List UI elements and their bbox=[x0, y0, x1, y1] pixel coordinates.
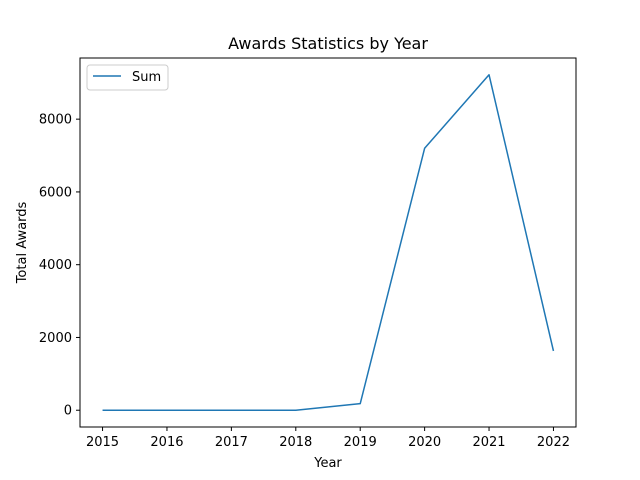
x-axis-ticks: 2015 2016 2017 2018 2019 2020 2021 2022 bbox=[86, 427, 570, 450]
legend-label-sum: Sum bbox=[132, 70, 161, 85]
plot-area bbox=[79, 57, 577, 428]
legend-box bbox=[86, 64, 169, 91]
y-axis-label: Total Awards bbox=[15, 201, 30, 284]
axes-frame bbox=[79, 57, 577, 428]
x-tick-label: 2016 bbox=[150, 435, 183, 450]
x-axis-label: Year bbox=[313, 456, 342, 471]
y-tick-label: 4000 bbox=[39, 258, 72, 273]
x-tick-label: 2017 bbox=[215, 435, 248, 450]
y-tick-label: 0 bbox=[64, 404, 72, 419]
y-axis-ticks: 0 2000 4000 6000 8000 bbox=[39, 113, 80, 419]
legend: Sum bbox=[86, 64, 169, 91]
series-layer bbox=[102, 74, 555, 411]
series-line-sum bbox=[102, 74, 555, 411]
x-tick-label: 2018 bbox=[279, 435, 312, 450]
x-tick-label: 2022 bbox=[537, 435, 570, 450]
x-tick-label: 2015 bbox=[86, 435, 119, 450]
y-tick-label: 2000 bbox=[39, 331, 72, 346]
x-tick-label: 2020 bbox=[408, 435, 441, 450]
x-tick-label: 2019 bbox=[344, 435, 377, 450]
x-tick-label: 2021 bbox=[472, 435, 505, 450]
chart-title: Awards Statistics by Year bbox=[228, 34, 428, 53]
y-tick-label: 6000 bbox=[39, 185, 72, 200]
y-tick-label: 8000 bbox=[39, 113, 72, 128]
